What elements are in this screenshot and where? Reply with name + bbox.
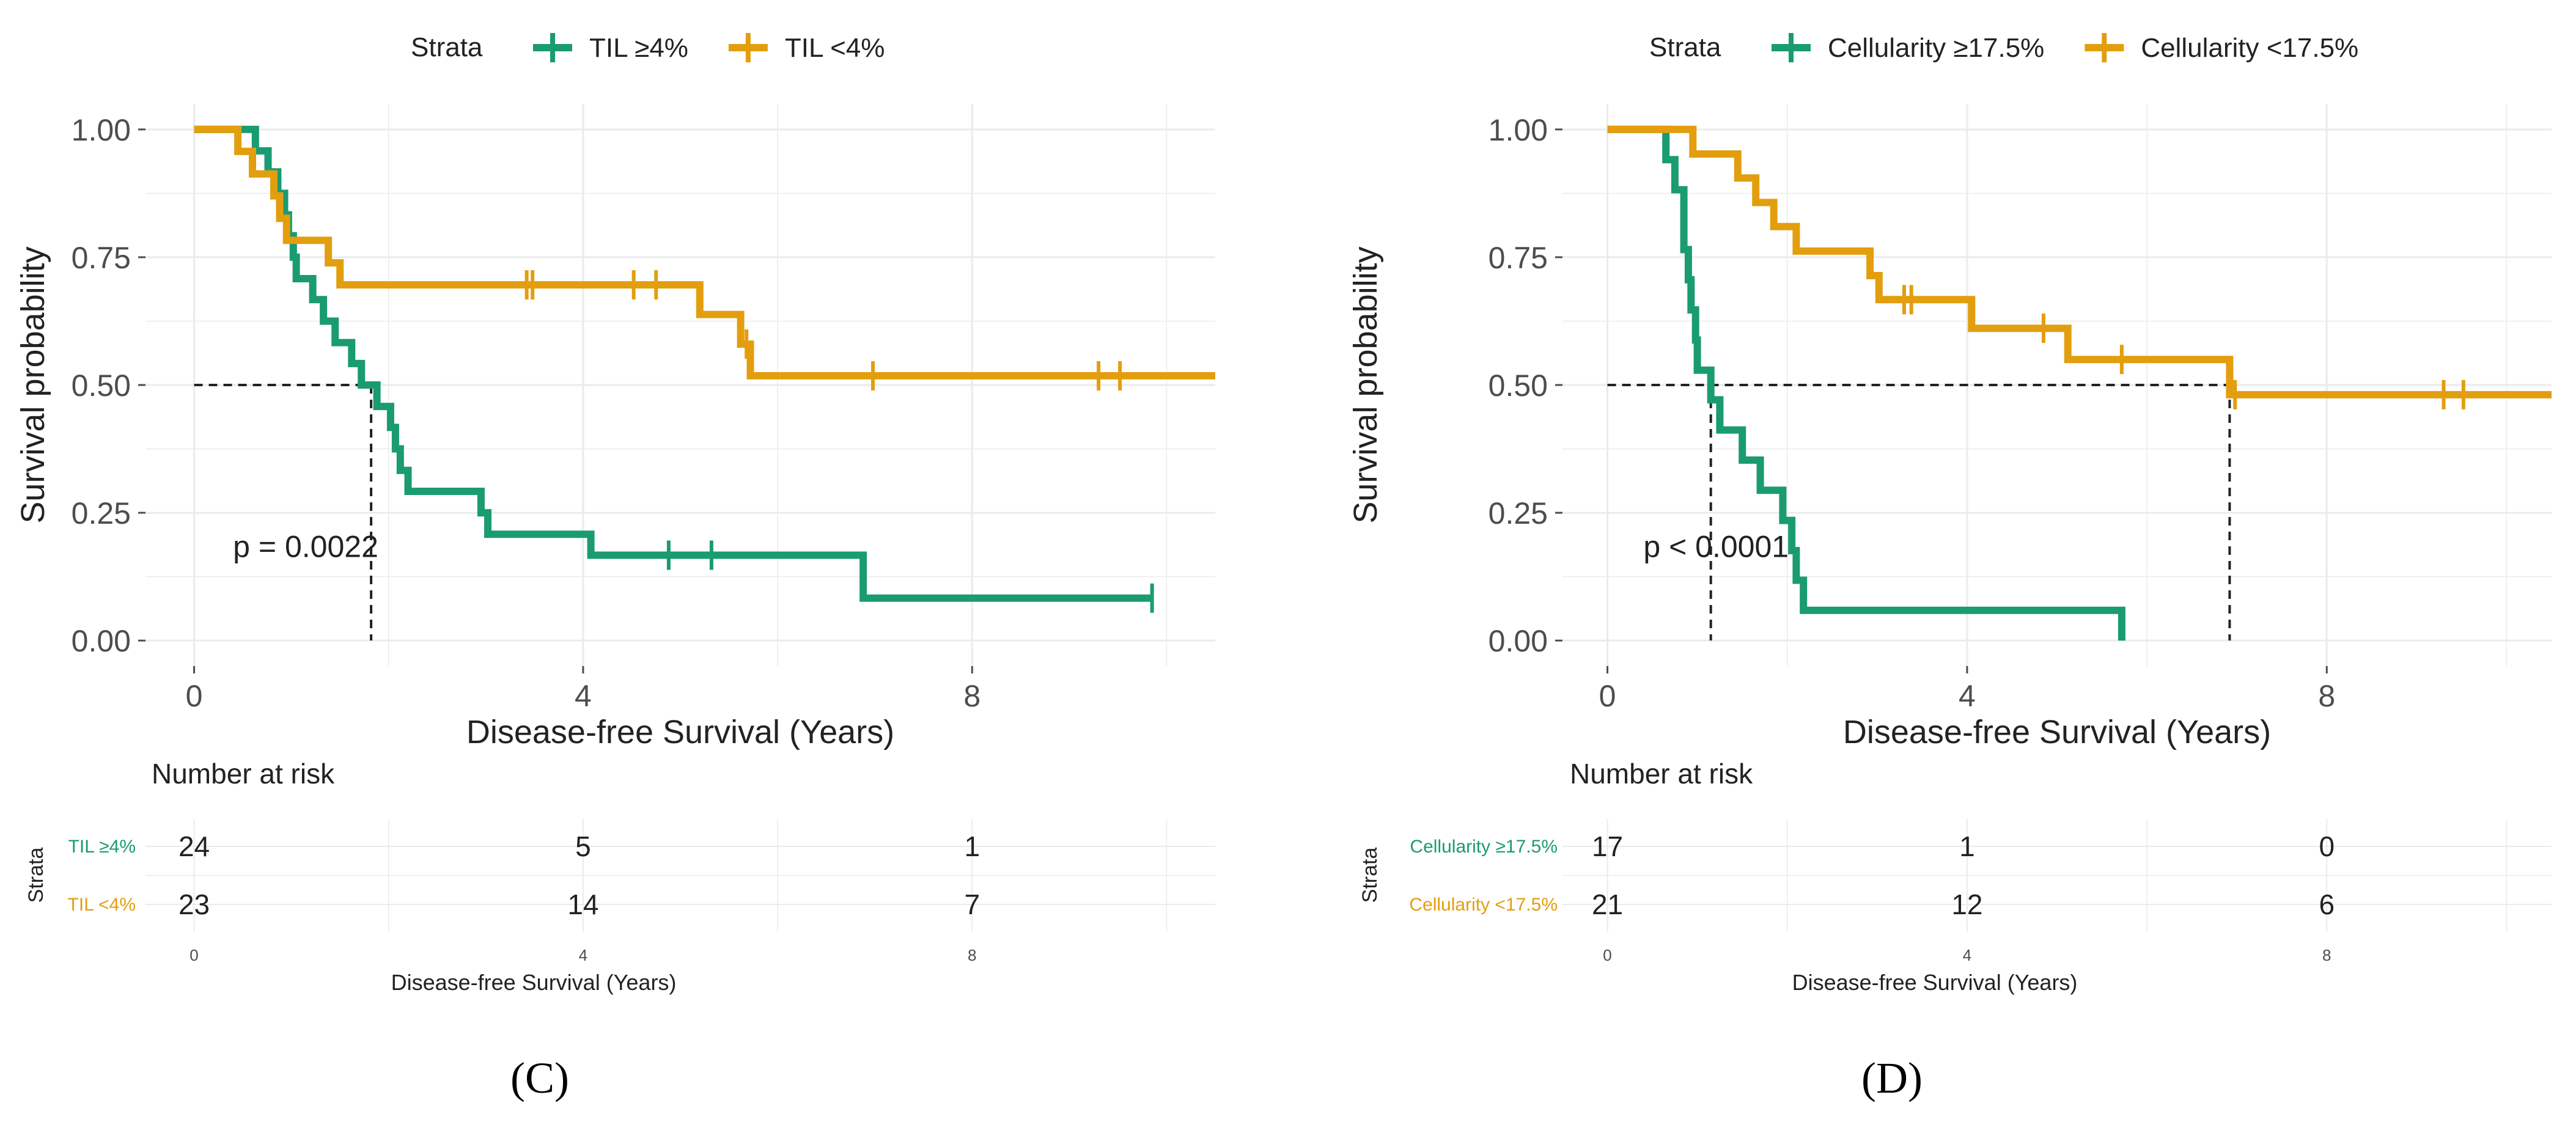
risk-row-label: Cellularity ≥17.5% (1410, 837, 1558, 857)
y-tick-label: 0.75 (72, 241, 131, 275)
panel-label: (C) (510, 1054, 569, 1102)
risk-count: 6 (2319, 889, 2335, 920)
risk-x-tick-label: 8 (2322, 946, 2331, 964)
risk-x-axis-title: Disease-free Survival (Years) (1792, 970, 2078, 995)
risk-count: 21 (1592, 889, 1623, 920)
risk-count: 0 (2319, 831, 2335, 862)
risk-x-tick-label: 4 (579, 946, 587, 964)
y-tick-label: 0.50 (72, 369, 131, 403)
p-value-label: p < 0.0001 (1643, 530, 1789, 564)
y-axis-title: Survival probability (15, 246, 51, 523)
y-tick-label: 0.25 (72, 496, 131, 530)
risk-table: Number at risk Cellularity ≥17.5% 17 1 0 Cell… (1358, 758, 2552, 995)
y-axis-title: Survival probability (1347, 246, 1384, 523)
legend-entry-label: TIL ≥4% (589, 33, 688, 63)
risk-row-label: Cellularity <17.5% (1409, 895, 1558, 915)
risk-count: 7 (964, 889, 980, 920)
x-tick-label: 4 (575, 679, 592, 713)
gridlines (1562, 104, 2552, 666)
risk-count: 23 (178, 889, 210, 920)
risk-table-title: Number at risk (152, 758, 335, 790)
x-tick-label: 4 (1959, 679, 1976, 713)
p-value-label: p = 0.0022 (233, 530, 378, 564)
risk-table: Number at risk TIL ≥4% 24 5 1 TIL <4% 23 14 7 0 4 8… (24, 758, 1215, 995)
risk-count: 17 (1592, 831, 1623, 862)
x-tick-label: 0 (186, 679, 203, 713)
survival-curve-low (194, 125, 1215, 380)
y-tick-label: 0.25 (1489, 496, 1548, 530)
survival-curve-low (1607, 125, 2552, 398)
km-panel-d: Strata Cellularity ≥17.5% Cellularity <17.… (1347, 32, 2552, 1102)
risk-count: 24 (178, 831, 210, 862)
legend-title: Strata (411, 32, 483, 62)
x-tick-label: 0 (1599, 679, 1616, 713)
legend: Strata TIL ≥4% TIL <4% (411, 32, 885, 63)
legend-entry-label: TIL <4% (785, 33, 885, 63)
risk-count: 12 (1951, 889, 1982, 920)
legend-title: Strata (1649, 32, 1721, 62)
y-tick-label: 0.00 (1489, 624, 1548, 658)
panel-label: (D) (1861, 1054, 1923, 1102)
survival-curve-high (1607, 125, 2125, 641)
risk-y-axis-title: Strata (24, 848, 48, 903)
legend-entry-label: Cellularity ≥17.5% (1828, 33, 2044, 63)
risk-table-title: Number at risk (1570, 758, 1753, 790)
risk-count: 1 (964, 831, 980, 862)
risk-x-tick-label: 0 (190, 946, 198, 964)
x-tick-label: 8 (2318, 679, 2335, 713)
y-tick-label: 0.75 (1489, 241, 1548, 275)
y-tick-label: 0.50 (1489, 369, 1548, 403)
risk-x-tick-label: 8 (968, 946, 976, 964)
risk-y-axis-title: Strata (1358, 848, 1382, 903)
risk-count: 5 (575, 831, 591, 862)
risk-x-tick-label: 0 (1603, 946, 1611, 964)
legend: Strata Cellularity ≥17.5% Cellularity <17.… (1649, 32, 2358, 63)
y-tick-label: 1.00 (72, 113, 131, 147)
x-tick-label: 8 (963, 679, 981, 713)
x-axis-title: Disease-free Survival (Years) (466, 714, 894, 750)
risk-row-label: TIL ≥4% (68, 837, 136, 857)
legend-entry-label: Cellularity <17.5% (2141, 33, 2358, 63)
risk-x-tick-label: 4 (1963, 946, 1971, 964)
km-panel-c: Strata TIL ≥4% TIL <4% p = 0.0022 0.00 0.25 0.… (15, 32, 1215, 1102)
risk-x-axis-title: Disease-free Survival (Years) (391, 970, 677, 995)
gridlines (145, 104, 1215, 666)
risk-row-label: TIL <4% (68, 895, 136, 915)
y-tick-label: 0.00 (72, 624, 131, 658)
survival-curve-high (194, 125, 1152, 602)
risk-count: 14 (567, 889, 598, 920)
y-tick-label: 1.00 (1489, 113, 1548, 147)
risk-count: 1 (1959, 831, 1975, 862)
x-axis-title: Disease-free Survival (Years) (1843, 714, 2271, 750)
